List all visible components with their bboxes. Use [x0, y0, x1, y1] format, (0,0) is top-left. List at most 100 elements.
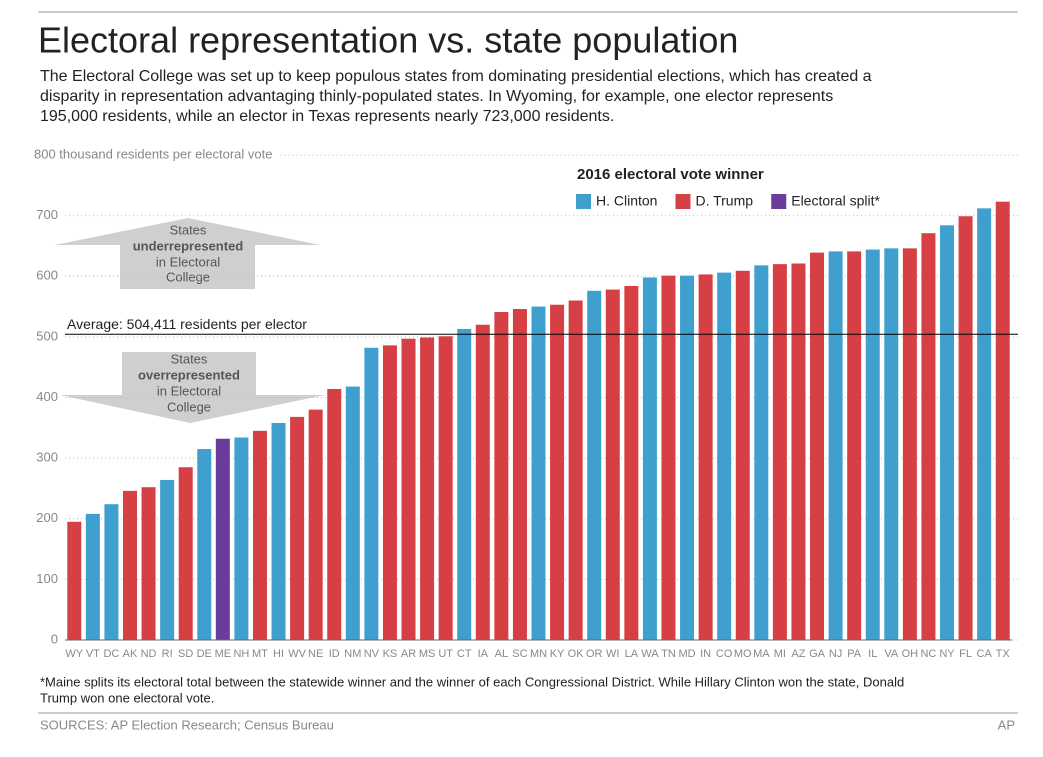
- y-tick-label: 400: [36, 389, 58, 404]
- annotation: overrepresented: [138, 367, 240, 382]
- x-tick-label: WV: [288, 648, 306, 660]
- bar: [568, 300, 583, 640]
- legend-label: Electoral split*: [791, 193, 880, 209]
- bar: [457, 328, 472, 640]
- y-tick-label: 300: [36, 450, 58, 465]
- bar: [141, 487, 156, 640]
- x-tick-label: AL: [495, 648, 508, 660]
- x-tick-label: MA: [753, 648, 770, 660]
- x-tick-label: MI: [774, 648, 786, 660]
- legend-label: H. Clinton: [596, 193, 657, 209]
- bar: [847, 251, 862, 641]
- bar: [531, 306, 546, 640]
- bar: [420, 337, 435, 640]
- x-tick-label: VT: [86, 648, 100, 660]
- bar: [995, 201, 1010, 640]
- bar: [810, 252, 825, 640]
- x-tick-label: NV: [364, 648, 380, 660]
- x-tick-label: WA: [641, 648, 659, 660]
- bar: [698, 274, 713, 640]
- x-tick-label: SC: [512, 648, 527, 660]
- credit: AP: [998, 717, 1015, 732]
- bar: [977, 208, 992, 640]
- x-tick-label: ME: [215, 648, 232, 660]
- x-tick-label: GA: [809, 648, 826, 660]
- x-tick-label: KS: [383, 648, 398, 660]
- legend-label: D. Trump: [695, 193, 753, 209]
- bar: [772, 264, 787, 640]
- x-tick-label: MD: [678, 648, 695, 660]
- subtitle: disparity in representation advantaging …: [40, 88, 833, 105]
- x-tick-label: WY: [65, 648, 83, 660]
- bar: [921, 233, 936, 641]
- bar: [475, 324, 490, 640]
- x-tick-label: WI: [606, 648, 619, 660]
- bar: [327, 389, 342, 640]
- x-tick-label: CA: [977, 648, 993, 660]
- x-tick-label: OK: [568, 648, 585, 660]
- x-tick-label: UT: [438, 648, 453, 660]
- bar: [494, 312, 509, 640]
- y-tick-label: 100: [36, 571, 58, 586]
- x-tick-label: AZ: [791, 648, 805, 660]
- y-tick-label: 600: [36, 268, 58, 283]
- footnote: Trump won one electoral vote.: [40, 690, 214, 705]
- bar: [661, 275, 676, 640]
- x-tick-label: OR: [586, 648, 603, 660]
- bar: [67, 521, 82, 640]
- bar: [308, 409, 323, 640]
- x-tick-label: OH: [902, 648, 919, 660]
- x-tick-label: NM: [344, 648, 361, 660]
- bar: [178, 467, 193, 640]
- up-arrow: [55, 218, 320, 289]
- bar: [642, 277, 657, 640]
- x-tick-label: PA: [847, 648, 862, 660]
- bar: [364, 347, 379, 640]
- bar: [290, 416, 305, 640]
- bar: [252, 430, 267, 640]
- bar: [85, 513, 100, 640]
- x-tick-label: NC: [920, 648, 936, 660]
- x-tick-label: DE: [197, 648, 212, 660]
- annotation: States: [170, 222, 207, 237]
- x-tick-label: ND: [141, 648, 157, 660]
- chart-title: Electoral representation vs. state popul…: [38, 20, 738, 61]
- x-tick-label: MT: [252, 648, 268, 660]
- y-tick-label: 700: [36, 207, 58, 222]
- bar: [958, 216, 973, 640]
- subtitle: 195,000 residents, while an elector in T…: [40, 108, 614, 125]
- footnote: *Maine splits its electoral total betwee…: [40, 674, 904, 689]
- x-tick-label: CO: [716, 648, 733, 660]
- x-tick-label: NH: [233, 648, 249, 660]
- bar: [587, 290, 602, 640]
- subtitle: The Electoral College was set up to keep…: [40, 68, 872, 85]
- y-tick-label: 0: [51, 631, 58, 646]
- bar: [605, 289, 620, 640]
- source: SOURCES: AP Election Research; Census Bu…: [40, 717, 334, 732]
- y-tick-label: 800 thousand residents per electoral vot…: [34, 146, 273, 161]
- bar: [160, 479, 175, 640]
- legend-swatch: [576, 194, 591, 209]
- annotation: States: [171, 351, 208, 366]
- annotation: College: [166, 269, 210, 284]
- x-tick-label: MO: [734, 648, 752, 660]
- bar: [382, 345, 397, 640]
- down-arrow: [60, 352, 325, 423]
- x-tick-label: CT: [457, 648, 472, 660]
- bar: [624, 285, 639, 640]
- bar: [122, 490, 137, 640]
- x-tick-label: ID: [329, 648, 340, 660]
- bar: [902, 248, 917, 641]
- y-tick-label: 500: [36, 328, 58, 343]
- bar: [512, 308, 527, 640]
- legend-swatch: [675, 194, 691, 209]
- x-tick-label: SD: [178, 648, 193, 660]
- x-tick-label: MN: [530, 648, 547, 660]
- annotation: in Electoral: [157, 383, 221, 398]
- bar: [271, 422, 286, 640]
- bar: [754, 265, 769, 640]
- bar: [717, 272, 732, 640]
- x-tick-label: IA: [478, 648, 489, 660]
- x-tick-label: KY: [550, 648, 565, 660]
